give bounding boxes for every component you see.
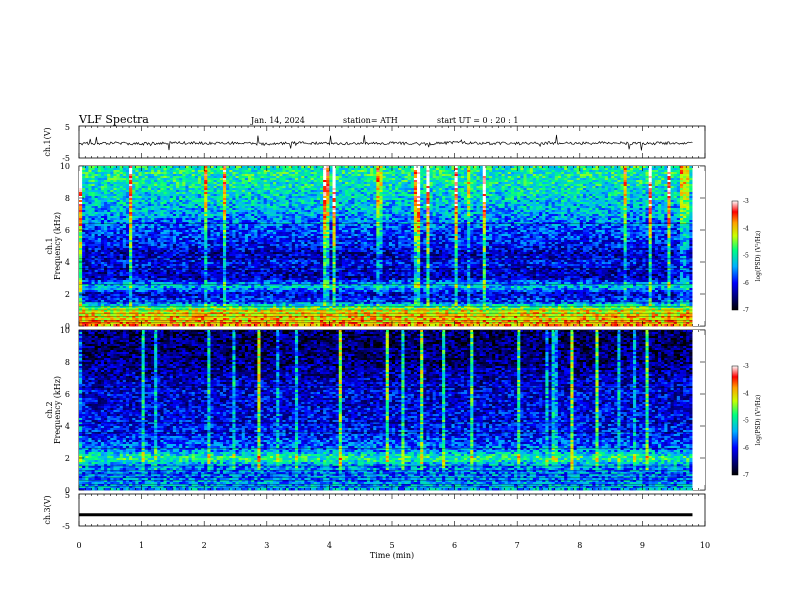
spectrogram-cell xyxy=(85,324,89,326)
spectrogram-cell xyxy=(217,324,221,326)
spectrogram-cell xyxy=(129,324,133,326)
spectrogram-cell xyxy=(210,324,214,326)
spectrogram-cell xyxy=(198,324,202,326)
spectrogram-cell xyxy=(242,324,246,326)
spectrogram-cell xyxy=(142,324,146,326)
date-label: Jan. 14, 2024 xyxy=(250,116,305,125)
spectrogram-cell xyxy=(135,324,139,326)
ch1-spectrogram-image xyxy=(79,166,705,326)
spectrogram-cell xyxy=(248,324,252,326)
vlf-figure: VLF Spectra Jan. 14, 2024 station= ATH s… xyxy=(0,0,792,612)
spectrogram-cell xyxy=(185,324,189,326)
figure-title: VLF Spectra xyxy=(78,113,149,126)
spectrogram-cell xyxy=(192,324,196,326)
spectrogram-cell xyxy=(110,324,114,326)
station-label: station= ATH xyxy=(343,116,398,125)
spectrogram-cell xyxy=(267,324,271,326)
spectrogram-cell xyxy=(173,324,177,326)
spectrogram-cell xyxy=(98,324,102,326)
spectrogram-cell xyxy=(154,324,158,326)
spectrogram-cell xyxy=(204,324,208,326)
spectrogram-cell xyxy=(117,324,121,326)
spectrogram-cell xyxy=(167,324,171,326)
spectrogram-cell xyxy=(92,324,96,326)
spectrogram-cell xyxy=(261,324,265,326)
spectrogram-cell xyxy=(148,324,152,326)
spectrogram-cell xyxy=(254,324,258,326)
spectrogram-cell xyxy=(179,324,183,326)
spectrogram-cell xyxy=(123,324,127,326)
spectrogram-cell xyxy=(229,324,233,326)
spectrogram-cell xyxy=(223,324,227,326)
spectrogram-cell xyxy=(236,324,240,326)
spectrogram-cell xyxy=(104,324,108,326)
start-ut-label: start UT = 0 : 20 : 1 xyxy=(437,116,518,125)
spectrogram-cell xyxy=(160,324,164,326)
